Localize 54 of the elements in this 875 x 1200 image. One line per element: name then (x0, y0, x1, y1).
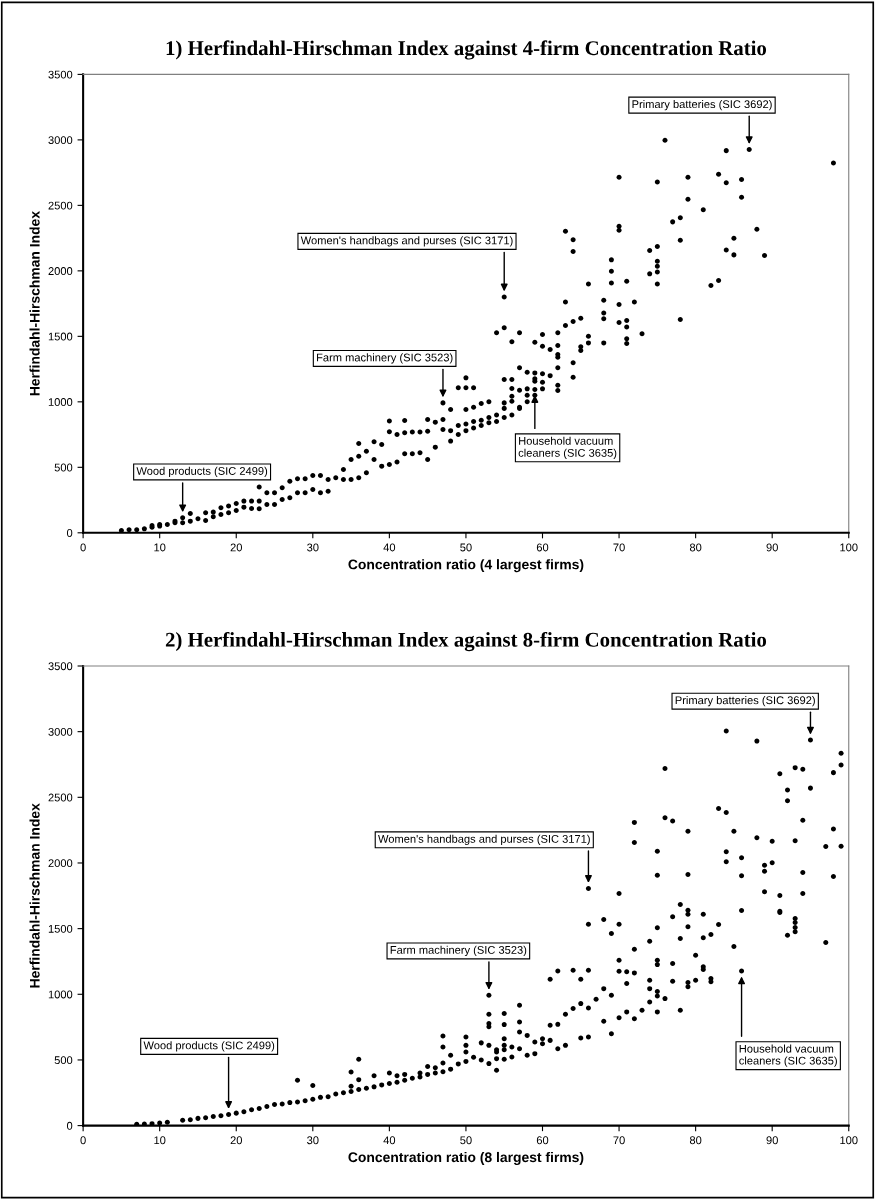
y-tick-label: 1500 (48, 924, 73, 933)
x-tick-label: 70 (613, 543, 625, 552)
x-tick-label: 60 (536, 543, 549, 552)
annotation: Women's handbags and purses (SIC 3171) (300, 236, 513, 247)
x-tick-label: 40 (383, 1136, 396, 1145)
y-tick-label: 2500 (48, 793, 73, 802)
x-tick-label: 100 (840, 1136, 858, 1145)
y-tick-label: 0 (66, 529, 73, 537)
y-tick-label: 2500 (48, 201, 73, 210)
x-axis-title: Concentration ratio (8 largest firms) (348, 1151, 584, 1165)
x-tick-label: 0 (80, 543, 86, 552)
x-tick-label: 60 (536, 1136, 549, 1145)
y-tick-label: 1000 (48, 990, 73, 999)
y-axis-title: Herfindahl-Hirschman Index (29, 211, 40, 396)
y-tick-label: 3000 (48, 136, 73, 145)
x-tick-label: 40 (383, 543, 396, 552)
y-axis-title: Herfindahl-Hirschman Index (29, 803, 40, 988)
x-tick-label: 20 (230, 1136, 242, 1145)
y-tick-label: 3500 (48, 70, 73, 79)
y-tick-label: 500 (54, 1056, 73, 1065)
annotation: Household vacuum cleaners (SIC 3635) (739, 1044, 837, 1067)
y-tick-label: 0 (66, 1121, 73, 1130)
y-tick-label: 3500 (48, 662, 73, 671)
x-tick-label: 0 (80, 1136, 86, 1145)
x-tick-label: 10 (154, 543, 166, 552)
chart-title: 2) Herfindahl-Hirschman Index against 8-firm Concentration Ratio (165, 631, 767, 652)
y-tick-label: 2000 (48, 267, 73, 275)
annotation: Household vacuum cleaners (SIC 3635) (518, 436, 617, 460)
annotation: Women's handbags and purses (SIC 3171) (378, 834, 590, 846)
x-tick-label: 50 (460, 543, 472, 552)
x-tick-label: 10 (154, 1136, 166, 1145)
x-tick-label: 30 (307, 543, 319, 552)
y-tick-label: 500 (54, 463, 73, 472)
chart-title: 1) Herfindahl-Hirschman Index against 4-firm Concentration Ratio (166, 40, 767, 60)
x-tick-label: 90 (766, 1136, 778, 1145)
y-tick-label: 3000 (48, 727, 73, 736)
y-tick-label: 1500 (48, 332, 73, 341)
annotation: Wood products (SIC 2499) (136, 466, 268, 478)
x-tick-label: 90 (766, 543, 778, 552)
x-tick-label: 50 (460, 1136, 472, 1145)
annotation: Farm machinery (SIC 3523) (317, 353, 453, 364)
x-tick-label: 30 (307, 1136, 319, 1145)
x-tick-label: 100 (840, 543, 858, 552)
x-tick-label: 80 (689, 1136, 702, 1145)
y-tick-label: 1000 (48, 398, 73, 406)
x-tick-label: 70 (613, 1136, 625, 1145)
annotation: Farm machinery (SIC 3523) (390, 945, 527, 957)
annotation: Primary batteries (SIC 3692) (632, 99, 772, 111)
annotation: Wood products (SIC 2499) (143, 1041, 275, 1052)
x-tick-label: 20 (230, 543, 242, 552)
y-tick-label: 2000 (48, 859, 73, 868)
annotation: Primary batteries (SIC 3692) (675, 695, 815, 707)
x-axis-title: Concentration ratio (4 largest firms) (348, 559, 584, 573)
x-tick-label: 80 (689, 543, 702, 552)
